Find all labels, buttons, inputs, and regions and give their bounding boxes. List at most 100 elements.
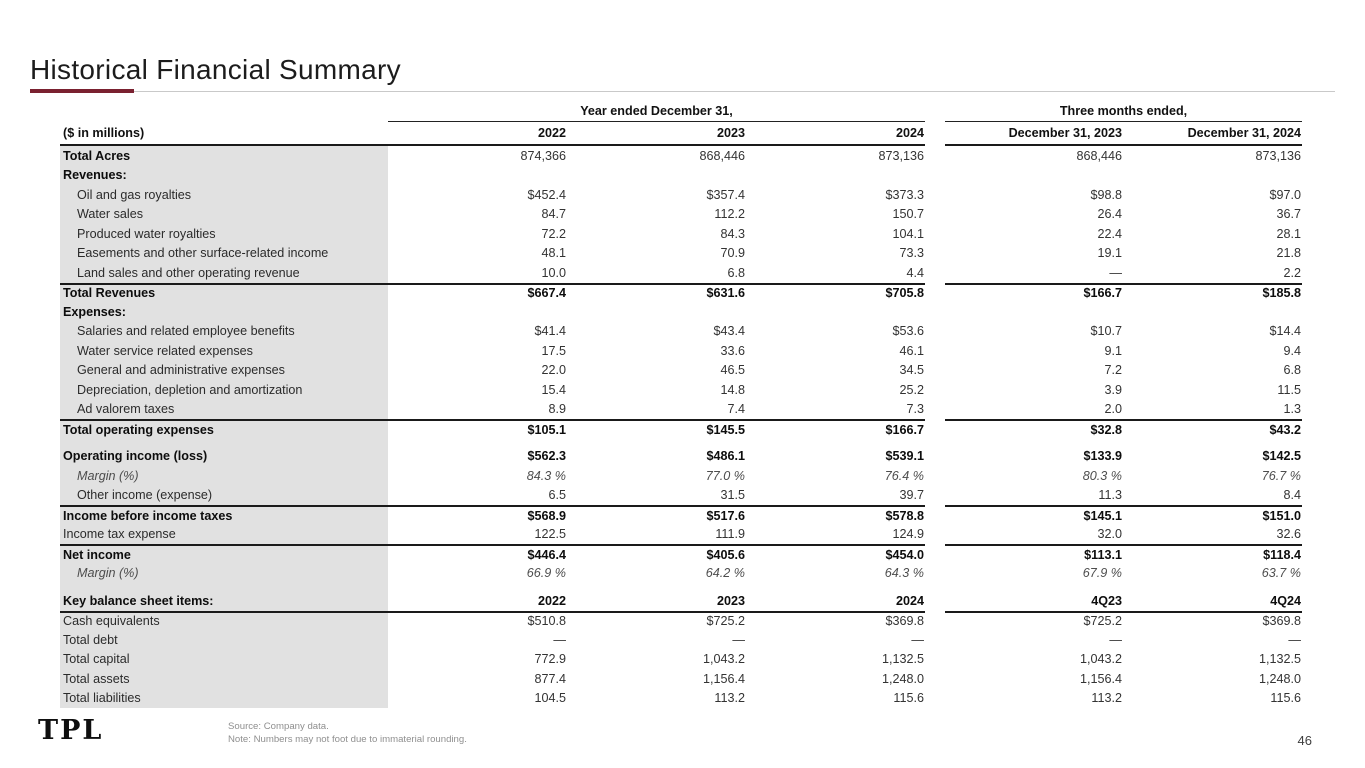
page-number: 46 xyxy=(1297,733,1312,748)
cell-value: $41.4 xyxy=(534,324,566,339)
cell-value: 72.2 xyxy=(541,226,566,241)
cell-value: 39.7 xyxy=(899,488,924,503)
cell-value: 2022 xyxy=(537,593,566,608)
financial-summary-table: Year ended December 31, Three months end… xyxy=(60,100,1302,708)
column-group-gap xyxy=(925,439,945,447)
tpl-logo: TPL xyxy=(38,715,104,746)
cell-value: 1.3 xyxy=(1283,402,1301,417)
cell-value: 15.4 xyxy=(541,382,566,397)
cell-value: 33.6 xyxy=(720,343,745,358)
cell-value: $53.6 xyxy=(892,324,924,339)
column-group-gap xyxy=(925,400,945,420)
cell-value: 6.5 xyxy=(548,488,566,503)
cell-value: 111.9 xyxy=(715,527,745,542)
cell-value: 3.9 xyxy=(1104,382,1122,397)
row-label: Salaries and related employee benefits xyxy=(60,321,388,341)
row-label: Produced water royalties xyxy=(60,224,388,244)
units-label: ($ in millions) xyxy=(60,122,388,146)
cell-value xyxy=(746,439,925,447)
row-label: Expenses: xyxy=(60,302,388,322)
cell-value: $43.2 xyxy=(1123,419,1302,439)
cell-value: $486.1 xyxy=(706,449,745,464)
row-label: Total capital xyxy=(60,649,388,669)
row-label: Income before income taxes xyxy=(60,505,388,525)
column-group-gap xyxy=(925,244,945,264)
column-header-2023: 2023 xyxy=(567,122,746,146)
column-group-gap xyxy=(925,564,945,584)
cell-value: 17.5 xyxy=(541,343,566,358)
row-label xyxy=(60,438,388,447)
cell-value: 9.4 xyxy=(1283,343,1301,358)
cell-value xyxy=(388,439,567,447)
cell-value: 7.4 xyxy=(727,402,745,417)
column-group-gap xyxy=(925,525,945,545)
cell-value xyxy=(1123,583,1302,591)
column-group-gap xyxy=(925,611,945,631)
cell-value: 28.1 xyxy=(1276,226,1301,241)
cell-value: 1,132.5 xyxy=(1258,652,1301,667)
column-group-gap xyxy=(925,322,945,342)
cell-value: 8.4 xyxy=(1283,488,1301,503)
cell-value: $405.6 xyxy=(567,544,746,564)
cell-value: — xyxy=(1109,265,1122,280)
column-header-2024: 2024 xyxy=(746,122,925,146)
row-label: Easements and other surface-related inco… xyxy=(60,243,388,263)
cell-value: 115.6 xyxy=(893,691,924,706)
column-group-gap xyxy=(925,302,945,322)
cell-value: 63.7 % xyxy=(1261,566,1301,581)
cell-value: 48.1 xyxy=(541,246,566,261)
cell-value: 868,446 xyxy=(1076,148,1122,163)
row-label xyxy=(60,583,388,591)
cell-value: $113.1 xyxy=(945,544,1123,564)
cell-value: 8.9 xyxy=(548,402,566,417)
cell-value: $667.4 xyxy=(388,282,567,303)
cell-value: 22.4 xyxy=(1097,226,1122,241)
cell-value: $142.5 xyxy=(1262,449,1301,464)
cell-value: 32.6 xyxy=(1276,527,1301,542)
cell-value: $105.1 xyxy=(388,419,567,439)
cell-value: 6.8 xyxy=(727,265,745,280)
cell-value: 36.7 xyxy=(1276,207,1301,222)
cell-value: 10.0 xyxy=(541,265,566,280)
cell-value: 873,136 xyxy=(1255,148,1301,163)
cell-value: 2.2 xyxy=(1283,265,1301,280)
row-label: Total liabilities xyxy=(60,688,388,708)
row-label: Ad valorem taxes xyxy=(60,399,388,419)
cell-value: $14.4 xyxy=(1269,324,1301,339)
column-group-gap xyxy=(925,185,945,205)
cell-value: $145.5 xyxy=(567,419,746,439)
row-label: Cash equivalents xyxy=(60,610,388,630)
row-label: Total operating expenses xyxy=(60,419,388,439)
column-group-gap xyxy=(925,583,945,591)
cell-value: — xyxy=(553,632,566,647)
column-group-gap xyxy=(925,283,945,303)
column-group-gap xyxy=(925,466,945,486)
cell-value: $98.8 xyxy=(1090,187,1122,202)
row-label: Land sales and other operating revenue xyxy=(60,263,388,283)
cell-value: 1,156.4 xyxy=(1079,671,1122,686)
cell-value: 76.4 % xyxy=(884,468,924,483)
cell-value: 25.2 xyxy=(899,382,924,397)
cell-value: 868,446 xyxy=(699,148,745,163)
cell-value: 150.7 xyxy=(892,207,924,222)
cell-value: 115.6 xyxy=(1270,691,1301,706)
cell-value: 11.5 xyxy=(1277,382,1301,397)
column-group-gap xyxy=(925,630,945,650)
column-group-gap xyxy=(925,263,945,283)
column-group-gap xyxy=(925,224,945,244)
cell-value xyxy=(945,302,1123,322)
column-group-gap xyxy=(925,669,945,689)
cell-value: 2023 xyxy=(716,593,745,608)
row-label: Total debt xyxy=(60,630,388,650)
cell-value: $725.2 xyxy=(567,610,746,631)
cell-value: $517.6 xyxy=(567,505,746,525)
cell-value: $133.9 xyxy=(1083,449,1122,464)
column-group-gap xyxy=(925,146,945,166)
cell-value: 122.5 xyxy=(534,527,566,542)
column-group-gap xyxy=(925,650,945,670)
column-group-gap xyxy=(925,486,945,506)
cell-value: 874,366 xyxy=(520,148,566,163)
cell-value: 873,136 xyxy=(878,148,924,163)
cell-value: $631.6 xyxy=(567,282,746,303)
